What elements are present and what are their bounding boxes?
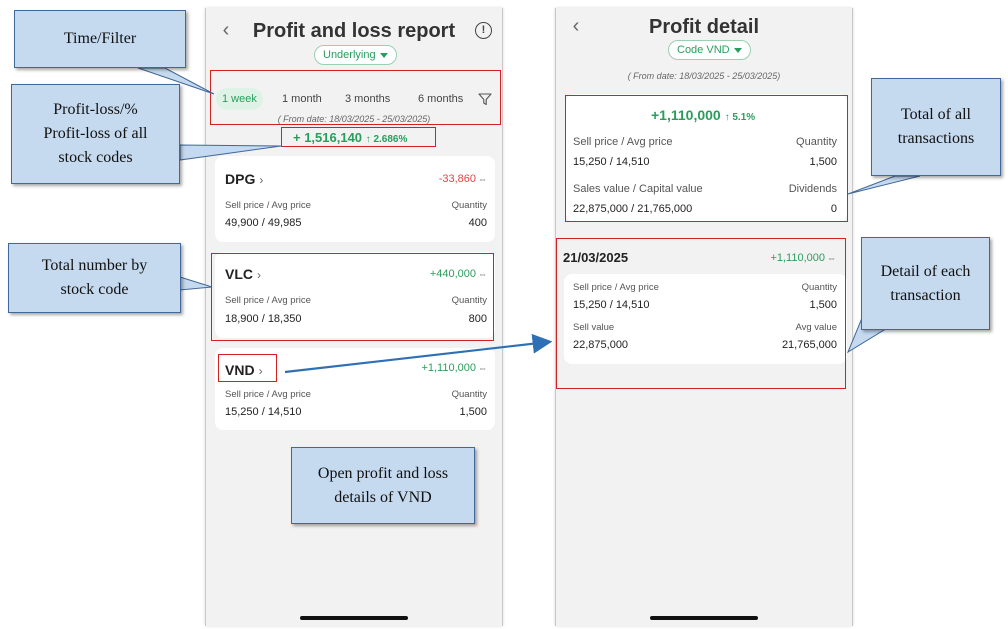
- type-selector-label: Underlying: [323, 49, 376, 61]
- callout-total-all: Total of all transactions: [871, 78, 1001, 176]
- price-label: Sell price / Avg price: [225, 389, 311, 400]
- page-title: Profit and loss report: [252, 20, 456, 42]
- home-indicator: [300, 616, 408, 620]
- total-profit-loss: + 1,516,140 ↑ 2.686%: [293, 130, 407, 145]
- date-range-text: ( From date: 18/03/2025 - 25/03/2025): [627, 71, 781, 81]
- page-title: Profit detail: [648, 16, 759, 38]
- price-label: Sell price / Avg price: [225, 295, 311, 306]
- callout-open-details: Open profit and loss details of VND: [291, 447, 475, 524]
- quantity-label: Quantity: [796, 136, 837, 148]
- stock-card-vnd[interactable]: VND › +1,110,000 ⇔ Sell price / Avg price …: [215, 348, 495, 430]
- callout-detail-each: Detail of each transaction: [861, 237, 990, 330]
- stock-card-vlc[interactable]: VLC › +440,000 ⇔ Sell price / Avg price Qu…: [215, 252, 495, 338]
- quantity-value: 1,500: [459, 406, 487, 418]
- sell-value: 22,875,000: [573, 339, 629, 351]
- quantity-value: 400: [468, 217, 487, 229]
- quantity-value: 800: [468, 313, 487, 325]
- swap-icon[interactable]: ⇔: [827, 253, 836, 263]
- arrow-open-details: [284, 333, 553, 374]
- caret-down-icon: [379, 52, 388, 58]
- price-label: Sell price / Avg price: [573, 136, 673, 148]
- swap-icon[interactable]: ⇔: [478, 269, 487, 279]
- callout-profit-loss: Profit-loss/% Profit-loss of all stock c…: [11, 84, 180, 184]
- tab-1-week[interactable]: 1 week: [216, 88, 263, 110]
- price-label: Sell price / Avg price: [225, 200, 311, 211]
- stock-profit-loss: +1,110,000 ⇔: [421, 362, 487, 374]
- filter-icon[interactable]: [478, 92, 492, 106]
- pointer-profit-loss: [179, 144, 282, 161]
- price-value: 15,250 / 14,510: [573, 156, 650, 168]
- total-profit-percent: ↑ 2.686%: [365, 134, 408, 145]
- quantity-label: Quantity: [451, 389, 487, 400]
- stock-code[interactable]: VLC ›: [225, 266, 261, 282]
- avg-value: 21,765,000: [781, 339, 837, 351]
- back-chevron-icon[interactable]: ‹: [572, 15, 580, 37]
- highlight-transaction: [556, 238, 846, 389]
- transaction-profit-loss: +1,110,000 ⇔: [770, 252, 836, 264]
- callout-time-filter: Time/Filter: [14, 10, 186, 68]
- avg-value-label: Avg value: [795, 322, 837, 333]
- highlight-vnd-code: [218, 354, 277, 382]
- stock-code[interactable]: VND ›: [225, 362, 263, 378]
- highlight-time-filter: [210, 70, 501, 125]
- swap-icon[interactable]: ⇔: [478, 363, 487, 373]
- chevron-right-icon: ›: [258, 364, 263, 378]
- quantity-label: Quantity: [801, 282, 837, 293]
- time-tabs: 1 week 1 month 3 months 6 months: [216, 88, 492, 110]
- value-label: Sales value / Capital value: [573, 183, 703, 195]
- quantity-value: 1,500: [809, 156, 837, 168]
- dividends-value: 0: [830, 203, 837, 215]
- caret-down-icon: [733, 47, 742, 53]
- info-icon[interactable]: !: [475, 22, 492, 39]
- quantity-label: Quantity: [451, 295, 487, 306]
- tab-6-months[interactable]: 6 months: [418, 93, 464, 105]
- callout-total-by-code: Total number by stock code: [8, 243, 181, 313]
- stock-code[interactable]: DPG ›: [225, 171, 264, 187]
- pnl-report-screen: ‹ Profit and loss report ! Underlying 1 …: [205, 8, 503, 626]
- value-value: 22,875,000 / 21,765,000: [573, 203, 693, 215]
- sell-value-label: Sell value: [573, 322, 615, 333]
- pointer-total-by-code: [179, 276, 213, 291]
- chevron-right-icon: ›: [259, 173, 264, 187]
- quantity-label: Quantity: [451, 200, 487, 211]
- total-profit-value: + 1,516,140: [293, 130, 363, 145]
- stock-profit-loss: +440,000 ⇔: [429, 268, 487, 280]
- code-selector-label: Code VND: [677, 44, 730, 56]
- summary-profit: +1,110,000 ↑ 5.1%: [651, 107, 755, 123]
- stock-profit-loss: -33,860 ⇔: [438, 173, 487, 185]
- code-selector-dropdown[interactable]: Code VND: [668, 40, 751, 60]
- price-value: 18,900 / 18,350: [225, 313, 302, 325]
- highlight-vlc-card: [211, 253, 494, 341]
- swap-icon[interactable]: ⇔: [478, 174, 487, 184]
- highlight-summary: [565, 95, 848, 222]
- profit-detail-screen: ‹ Profit detail Code VND ( From date: 18…: [555, 8, 853, 626]
- transaction-card: Sell price / Avg price Quantity 15,250 /…: [564, 274, 847, 364]
- summary-card: +1,110,000 ↑ 5.1% Sell price / Avg price…: [566, 94, 847, 222]
- type-selector-dropdown[interactable]: Underlying: [314, 45, 397, 65]
- pointer-total-all: [847, 175, 921, 195]
- price-value: 15,250 / 14,510: [573, 299, 650, 311]
- summary-profit-value: +1,110,000: [651, 107, 721, 123]
- price-label: Sell price / Avg price: [573, 282, 659, 293]
- highlight-total-profit: [281, 127, 436, 147]
- dividends-label: Dividends: [788, 183, 837, 195]
- tab-1-month[interactable]: 1 month: [282, 93, 322, 105]
- summary-profit-percent: ↑ 5.1%: [724, 112, 756, 123]
- home-indicator: [650, 616, 758, 620]
- chevron-right-icon: ›: [257, 268, 261, 282]
- price-value: 15,250 / 14,510: [225, 406, 302, 418]
- stock-card-dpg[interactable]: DPG › -33,860 ⇔ Sell price / Avg price Qua…: [215, 156, 495, 242]
- quantity-value: 1,500: [809, 299, 837, 311]
- tab-3-months[interactable]: 3 months: [345, 93, 391, 105]
- back-chevron-icon[interactable]: ‹: [222, 19, 230, 41]
- price-value: 49,900 / 49,985: [225, 217, 302, 229]
- date-range-text: ( From date: 18/03/2025 - 25/03/2025): [277, 114, 431, 124]
- pointer-time-filter: [137, 67, 215, 95]
- transaction-date: 21/03/2025: [563, 250, 629, 265]
